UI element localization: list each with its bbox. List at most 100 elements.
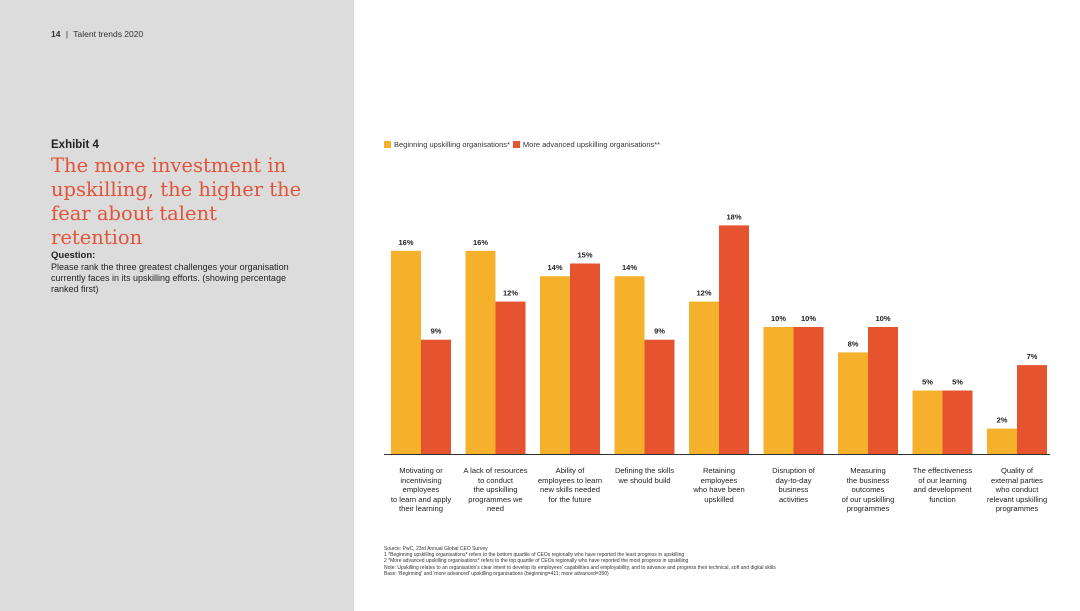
data-label-advanced-4: 18% bbox=[726, 212, 741, 221]
question-label: Question: bbox=[51, 250, 96, 261]
data-label-beginning-3: 14% bbox=[622, 263, 637, 272]
bar-advanced-0 bbox=[421, 339, 451, 454]
category-label-line: need bbox=[487, 504, 504, 513]
category-label-line: A lack of resources bbox=[463, 466, 528, 475]
bar-beginning-4 bbox=[689, 301, 719, 454]
bar-advanced-5 bbox=[793, 327, 824, 454]
exhibit-label: Exhibit 4 bbox=[51, 139, 99, 151]
data-label-advanced-5: 10% bbox=[801, 314, 816, 323]
bar-beginning-6 bbox=[838, 352, 868, 454]
bar-beginning-0 bbox=[391, 250, 421, 454]
footnote-base: Base: 'Beginning' and 'more advanced' up… bbox=[384, 570, 609, 577]
category-label-line: their learning bbox=[399, 504, 443, 513]
bar-advanced-6 bbox=[868, 327, 898, 454]
data-label-advanced-3: 9% bbox=[654, 327, 665, 336]
category-label-line: and development bbox=[913, 485, 972, 494]
category-label-line: programmes we bbox=[468, 494, 523, 504]
category-label-line: The effectiveness bbox=[912, 466, 973, 475]
category-label-line: upskilled bbox=[704, 494, 734, 504]
legend-item-advanced: More advanced upskilling organisations** bbox=[512, 140, 661, 149]
data-label-advanced-6: 10% bbox=[875, 314, 890, 323]
bar-beginning-8 bbox=[987, 428, 1017, 454]
category-label-line: incentivising bbox=[400, 475, 442, 485]
footnotes: Source: PwC, 23rd Annual Global CEO Surv… bbox=[384, 546, 1034, 577]
category-label-line: for the future bbox=[548, 494, 592, 504]
data-label-advanced-1: 12% bbox=[503, 289, 518, 298]
category-label-line: programmes bbox=[995, 504, 1039, 513]
bar-beginning-3 bbox=[614, 276, 645, 454]
bar-advanced-1 bbox=[495, 301, 526, 454]
footnote-note: Note: Upskilling relates to an organisat… bbox=[384, 564, 776, 571]
sidebar-panel bbox=[0, 0, 354, 611]
category-label-line: employees bbox=[700, 475, 738, 485]
headline: The more investment in upskilling, the h… bbox=[51, 154, 302, 249]
data-label-advanced-8: 7% bbox=[1027, 352, 1038, 361]
category-label-1: A lack of resources to conduct the upskill… bbox=[456, 466, 536, 514]
category-label-line: activities bbox=[778, 494, 809, 504]
category-label-line: Ability of bbox=[555, 466, 585, 475]
category-label-4: Retaining employees who have been upskilled bbox=[679, 466, 759, 504]
data-label-advanced-0: 9% bbox=[431, 327, 442, 336]
category-label-line: new skills needed bbox=[540, 485, 600, 494]
category-label-line: who conduct bbox=[995, 485, 1039, 494]
category-label-line: Retaining bbox=[702, 466, 736, 475]
category-label-0: Motivating or incentivising employees to le… bbox=[381, 466, 461, 514]
bar-advanced-3 bbox=[644, 339, 675, 454]
bar-beginning-2 bbox=[540, 276, 570, 454]
category-label-line: outcomes bbox=[851, 485, 885, 494]
data-label-beginning-4: 12% bbox=[696, 289, 711, 298]
category-label-line: Defining the skills bbox=[614, 466, 675, 475]
document-title: Talent trends 2020 bbox=[73, 29, 144, 39]
category-label-line: Quality of bbox=[1000, 466, 1034, 475]
header-separator: | bbox=[65, 29, 69, 39]
bar-beginning-1 bbox=[465, 250, 496, 454]
data-label-beginning-8: 2% bbox=[997, 416, 1008, 425]
category-label-5: Disruption of day-to-day business activitie… bbox=[754, 466, 834, 504]
category-label-line: to conduct bbox=[477, 475, 514, 485]
category-label-line: of our upskilling bbox=[841, 494, 895, 504]
legend-item-beginning: Beginning upskilling organisations* bbox=[384, 140, 510, 149]
data-label-advanced-7: 5% bbox=[952, 378, 963, 387]
bar-advanced-2 bbox=[570, 263, 600, 454]
data-label-beginning-6: 8% bbox=[848, 339, 859, 348]
category-label-line: employees bbox=[402, 485, 440, 494]
category-label-line: Measuring bbox=[850, 466, 886, 475]
category-label-line: to learn and apply bbox=[390, 494, 452, 504]
category-label-line: the upskilling bbox=[473, 485, 518, 494]
category-label-line: external parties bbox=[991, 475, 1043, 485]
category-label-line: function bbox=[929, 494, 956, 504]
page-header: 14 | Talent trends 2020 bbox=[51, 29, 143, 39]
category-label-line: who have been bbox=[693, 485, 745, 494]
data-label-beginning-2: 14% bbox=[547, 263, 562, 272]
bar-advanced-8 bbox=[1017, 365, 1047, 454]
question-text: Please rank the three greatest challenge… bbox=[51, 262, 289, 294]
category-label-7: The effectiveness of our learning and deve… bbox=[903, 466, 983, 504]
bar-advanced-7 bbox=[942, 390, 973, 454]
legend-label-beginning: Beginning upskilling organisations* bbox=[394, 140, 510, 149]
data-label-beginning-1: 16% bbox=[473, 238, 488, 247]
data-label-advanced-2: 15% bbox=[577, 251, 592, 260]
data-label-beginning-5: 10% bbox=[771, 314, 786, 323]
bar-advanced-4 bbox=[719, 225, 749, 454]
footnote-1: 1 *Beginning upskilling organisations* r… bbox=[384, 552, 685, 559]
category-label-line: employees to learn bbox=[537, 475, 603, 485]
legend-swatch-beginning bbox=[384, 141, 391, 148]
data-label-beginning-0: 16% bbox=[398, 238, 413, 247]
page-number: 14 bbox=[51, 29, 61, 39]
footnote-2: 2 *More advanced upskilling organisation… bbox=[384, 558, 689, 565]
category-label-6: Measuring the business outcomes of our upsk… bbox=[828, 466, 908, 514]
category-label-line: Motivating or bbox=[399, 466, 443, 475]
category-label-line: day-to-day bbox=[775, 475, 812, 485]
category-label-line: relevant upskilling bbox=[986, 494, 1048, 504]
legend-label-advanced: More advanced upskilling organisations** bbox=[522, 140, 661, 149]
bar-beginning-5 bbox=[763, 327, 794, 454]
category-label-line: programmes bbox=[846, 504, 890, 513]
footnote-source: Source: PwC, 23rd Annual Global CEO Surv… bbox=[384, 546, 488, 552]
category-label-2: Ability of employees to learn new skills n… bbox=[530, 466, 610, 504]
category-label-line: we should build bbox=[618, 475, 671, 485]
category-label-line: the business bbox=[846, 475, 890, 485]
category-label-3: Defining the skills we should build bbox=[605, 466, 685, 485]
category-label-8: Quality of external parties who conduct rel… bbox=[977, 466, 1057, 514]
category-label-line: Disruption of bbox=[772, 466, 815, 475]
